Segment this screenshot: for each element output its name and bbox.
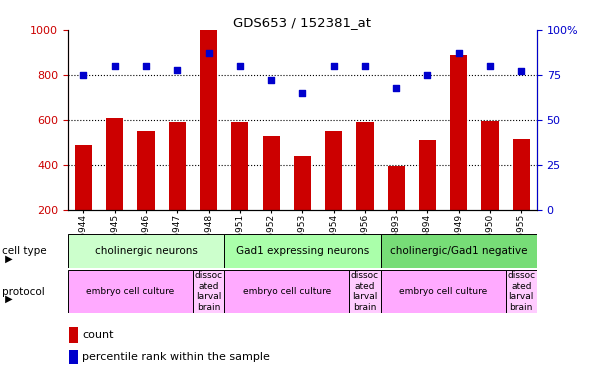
Text: Gad1 expressing neurons: Gad1 expressing neurons xyxy=(236,246,369,256)
Bar xyxy=(69,327,78,343)
Point xyxy=(360,63,369,69)
Point xyxy=(485,63,494,69)
Bar xyxy=(381,270,506,313)
Bar xyxy=(450,55,467,210)
Title: GDS653 / 152381_at: GDS653 / 152381_at xyxy=(234,16,371,29)
Bar xyxy=(381,234,537,268)
Text: dissoc
ated
larval
brain: dissoc ated larval brain xyxy=(195,272,222,312)
Bar xyxy=(69,350,78,364)
Point xyxy=(267,77,276,83)
Text: ▶: ▶ xyxy=(2,294,12,304)
Bar xyxy=(513,139,530,210)
Point xyxy=(297,90,307,96)
Text: percentile rank within the sample: percentile rank within the sample xyxy=(82,352,270,362)
Bar xyxy=(506,270,537,313)
Text: embryo cell culture: embryo cell culture xyxy=(242,287,331,296)
Point xyxy=(329,63,339,69)
Bar xyxy=(356,122,373,210)
Bar xyxy=(481,121,499,210)
Bar xyxy=(75,145,92,210)
Bar xyxy=(294,156,311,210)
Point xyxy=(79,72,88,78)
Bar xyxy=(106,118,123,210)
Point xyxy=(422,72,432,78)
Text: cholinergic neurons: cholinergic neurons xyxy=(94,246,198,256)
Bar xyxy=(137,131,155,210)
Bar xyxy=(263,136,280,210)
Text: embryo cell culture: embryo cell culture xyxy=(86,287,175,296)
Point xyxy=(454,50,464,56)
Bar xyxy=(388,166,405,210)
Text: count: count xyxy=(82,330,113,340)
Text: embryo cell culture: embryo cell culture xyxy=(399,287,487,296)
Bar xyxy=(200,30,217,210)
Text: cholinergic/Gad1 negative: cholinergic/Gad1 negative xyxy=(390,246,527,256)
Text: dissoc
ated
larval
brain: dissoc ated larval brain xyxy=(507,272,535,312)
Bar xyxy=(169,122,186,210)
Bar xyxy=(193,270,224,313)
Text: cell type: cell type xyxy=(2,246,47,256)
Point xyxy=(173,67,182,73)
Text: protocol: protocol xyxy=(2,286,44,297)
Text: ▶: ▶ xyxy=(2,254,12,264)
Point xyxy=(391,85,401,91)
Bar xyxy=(419,140,436,210)
Point xyxy=(142,63,151,69)
Bar xyxy=(224,270,349,313)
Bar xyxy=(349,270,381,313)
Point xyxy=(517,68,526,74)
Bar xyxy=(325,131,342,210)
Bar xyxy=(224,234,381,268)
Bar xyxy=(68,234,224,268)
Point xyxy=(110,63,119,69)
Point xyxy=(204,50,214,56)
Point xyxy=(235,63,244,69)
Text: dissoc
ated
larval
brain: dissoc ated larval brain xyxy=(351,272,379,312)
Bar xyxy=(231,122,248,210)
Bar xyxy=(68,270,193,313)
